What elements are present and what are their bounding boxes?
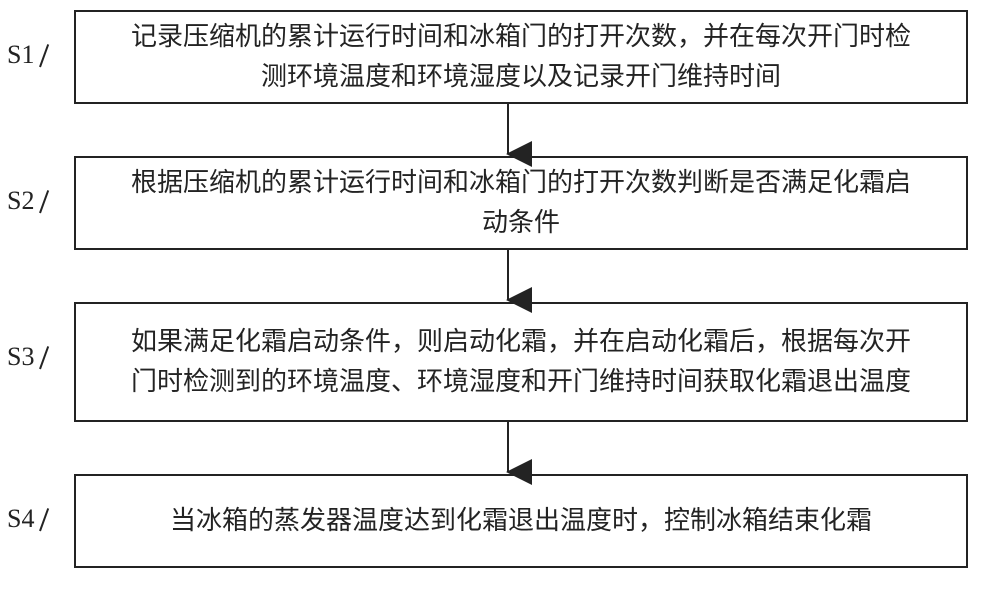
step-label-s1: S1 xyxy=(7,42,34,68)
flow-step-s4: 当冰箱的蒸发器温度达到化霜退出温度时，控制冰箱结束化霜 xyxy=(74,474,968,568)
flow-step-text: 记录压缩机的累计运行时间和冰箱门的打开次数，并在每次开门时检 测环境温度和环境湿… xyxy=(96,17,946,98)
step-label-s4: S4 xyxy=(7,506,34,532)
flow-step-text: 如果满足化霜启动条件，则启动化霜，并在启动化霜后，根据每次开 门时检测到的环境温… xyxy=(96,322,946,403)
step-label-s2: S2 xyxy=(7,188,34,214)
flow-step-s1: 记录压缩机的累计运行时间和冰箱门的打开次数，并在每次开门时检 测环境温度和环境湿… xyxy=(74,10,968,104)
step-label-s3: S3 xyxy=(7,344,34,370)
label-connector xyxy=(39,190,49,213)
flow-step-s3: 如果满足化霜启动条件，则启动化霜，并在启动化霜后，根据每次开 门时检测到的环境温… xyxy=(74,302,968,422)
label-connector xyxy=(39,346,49,369)
flow-step-text: 当冰箱的蒸发器温度达到化霜退出温度时，控制冰箱结束化霜 xyxy=(96,501,946,541)
label-connector xyxy=(39,44,49,67)
flow-step-s2: 根据压缩机的累计运行时间和冰箱门的打开次数判断是否满足化霜启 动条件 xyxy=(74,156,968,250)
flow-step-text: 根据压缩机的累计运行时间和冰箱门的打开次数判断是否满足化霜启 动条件 xyxy=(96,163,946,244)
label-connector xyxy=(39,508,49,531)
